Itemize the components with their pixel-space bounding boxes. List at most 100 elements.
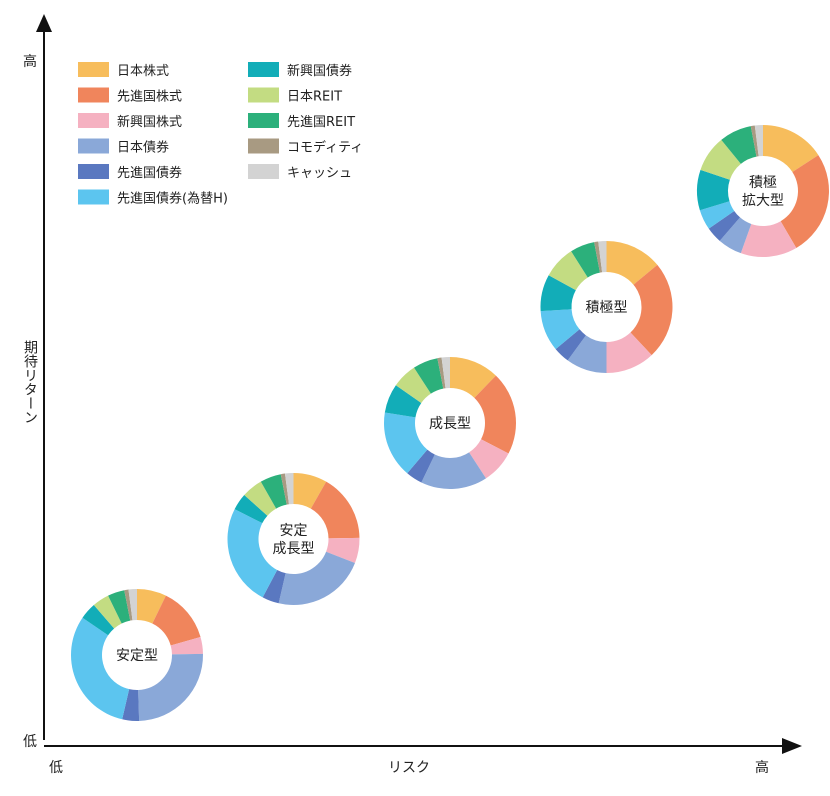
donut-slice (699, 201, 735, 229)
donut-label: 拡大型 (742, 193, 784, 209)
y-axis-title: 期待リターン (22, 340, 38, 424)
donut-slice (227, 509, 278, 598)
donut-label: 成長型 (429, 416, 471, 432)
donut-slice (721, 126, 757, 164)
donut-slice (407, 449, 435, 483)
legend-swatch (78, 164, 109, 179)
legend-swatch (248, 164, 279, 179)
legend-label: 先進国債券 (117, 165, 182, 181)
legend-swatch (78, 113, 109, 128)
legend-swatch (248, 62, 279, 77)
legend-swatch (78, 138, 109, 154)
legend-swatch (78, 62, 109, 77)
legend-label: 新興国債券 (287, 63, 352, 79)
donut-label: 成長型 (273, 541, 315, 557)
donut-1: 安定型 (70, 589, 203, 721)
legend-label: 日本債券 (117, 140, 169, 156)
donut-slice (395, 367, 431, 403)
donut-slice (548, 251, 588, 291)
donut-slice (708, 210, 741, 241)
donut-slice (170, 637, 203, 655)
donut-slice (469, 439, 509, 479)
y-high-label: 高 (23, 53, 37, 70)
x-axis-title: リスク (388, 760, 430, 776)
legend-label: 先進国債券(為替H) (117, 191, 228, 207)
donut-label: 安定 (280, 523, 308, 539)
donut-slice (594, 241, 603, 273)
legend-label: 日本株式 (117, 64, 169, 79)
donut-slice (82, 605, 115, 636)
donut-slice (750, 125, 759, 157)
donut-slice (763, 125, 819, 172)
donut-slice (571, 242, 600, 278)
donut-slice (540, 309, 580, 350)
donut-slice (540, 275, 576, 312)
donut-slice (474, 375, 517, 454)
donut-slice (124, 589, 133, 621)
donut-slice (326, 537, 360, 564)
legend-label: キャッシュ (287, 166, 352, 181)
donut-slice (437, 357, 446, 389)
donut-slice (260, 474, 287, 509)
donut-slice (244, 481, 277, 516)
x-axis-arrow-icon (782, 738, 802, 754)
donut-slice (606, 332, 652, 373)
donut-slice (293, 473, 327, 509)
donut-slice (700, 139, 741, 180)
donut-slice (262, 569, 286, 604)
donut-slice (122, 689, 140, 721)
legend-label: 先進国株式 (117, 90, 182, 105)
y-axis-arrow-icon (36, 14, 52, 32)
donut-slice (152, 595, 201, 646)
donut-slice (137, 589, 166, 624)
donut-slice (606, 241, 658, 285)
donut-slice (441, 357, 450, 389)
legend-swatch (248, 138, 279, 154)
donut-slice (280, 473, 289, 505)
donut-slice (70, 617, 130, 720)
donut-slice (697, 169, 730, 211)
donut-slice (138, 653, 203, 721)
donut-label: 積極 (749, 175, 777, 191)
y-low-label: 低 (23, 734, 37, 750)
donut-slice (108, 590, 131, 624)
donut-slice (421, 452, 487, 490)
legend-label: 日本REIT (287, 90, 342, 105)
donut-slice (630, 264, 673, 356)
donut-slice (740, 221, 797, 257)
donut-slice (310, 481, 360, 539)
donut-slice (413, 358, 444, 394)
legend-swatch (78, 87, 109, 103)
donut-label: 積極型 (586, 300, 628, 316)
donut-slice (598, 241, 607, 273)
legend-label: 先進国REIT (287, 115, 355, 130)
x-low-label: 低 (49, 760, 63, 776)
donut-slice (284, 473, 294, 505)
donut-slice (384, 385, 422, 418)
donut-slice (555, 329, 586, 361)
donut-slice (278, 551, 355, 605)
donut-slice (780, 155, 830, 248)
donut-slice (384, 412, 428, 474)
donut-slice (719, 217, 752, 254)
donut-slice (234, 495, 268, 524)
donut-label: 安定型 (116, 648, 158, 664)
legend-swatch (248, 113, 279, 128)
donut-slice (567, 335, 607, 373)
legend-swatch (78, 189, 109, 205)
legend-label: 新興国株式 (117, 114, 182, 130)
donut-slice (93, 595, 122, 629)
legend-swatch (248, 87, 279, 103)
donut-3: 成長型 (384, 357, 517, 490)
donut-4: 積極型 (540, 241, 673, 373)
donut-slice (450, 357, 496, 398)
legend-label: コモディティ (287, 140, 363, 156)
donut-slice (128, 589, 137, 621)
donut-slice (754, 125, 763, 157)
x-high-label: 高 (755, 759, 769, 776)
